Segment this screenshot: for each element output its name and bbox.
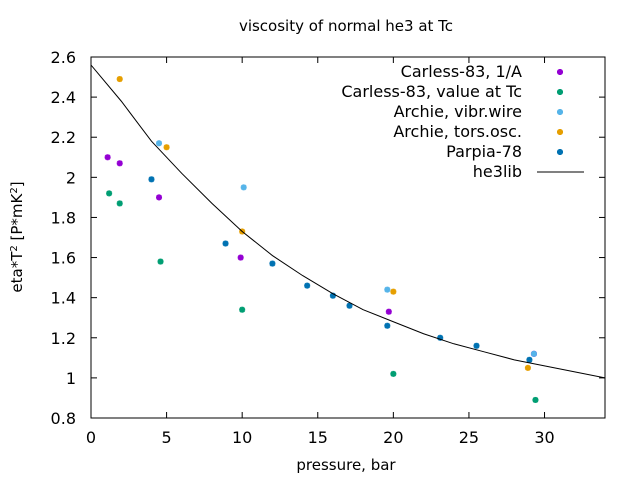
x-tick-label: 30 — [534, 428, 554, 447]
legend-swatch — [557, 109, 563, 115]
data-point — [269, 260, 276, 267]
data-point — [473, 342, 480, 349]
plot-area — [91, 64, 605, 403]
chart-title: viscosity of normal he3 at Tc — [239, 17, 453, 35]
legend-label: Parpia-78 — [446, 142, 522, 161]
data-point — [240, 184, 247, 191]
data-point — [239, 306, 246, 313]
y-tick-label: 1.4 — [51, 289, 76, 308]
x-axis-label: pressure, bar — [296, 456, 396, 474]
data-point — [384, 286, 391, 293]
series-5 — [91, 64, 605, 379]
x-tick-label: 0 — [86, 428, 96, 447]
data-point — [530, 350, 537, 357]
legend-label: he3lib — [473, 162, 522, 181]
y-tick-label: 1.6 — [51, 249, 76, 268]
legend-label: Carless-83, 1/A — [401, 62, 522, 81]
series-4 — [148, 176, 533, 363]
x-tick-label: 25 — [459, 428, 479, 447]
y-tick-label: 2.6 — [51, 48, 76, 67]
series-1 — [106, 190, 539, 403]
data-point — [148, 176, 155, 183]
y-axis-label-base: eta*T — [8, 251, 26, 293]
y-tick-label: 1 — [66, 369, 76, 388]
x-tick-label: 10 — [232, 428, 252, 447]
plot-frame — [90, 56, 606, 419]
data-point — [524, 364, 531, 371]
data-point — [163, 144, 170, 151]
data-point — [237, 254, 244, 261]
y-tick-label: 2.4 — [51, 88, 76, 107]
legend-entry: Archie, vibr.wire — [394, 102, 563, 121]
y-tick-label: 0.8 — [51, 409, 76, 428]
data-point — [116, 76, 123, 83]
y-tick-label: 1.8 — [51, 208, 76, 227]
data-point — [104, 154, 111, 161]
y-axis-label-sup2: 2 — [9, 187, 20, 193]
data-point — [385, 308, 392, 315]
data-point — [156, 140, 163, 147]
y-tick-label: 2.2 — [51, 128, 76, 147]
data-point — [157, 258, 164, 265]
data-point — [346, 302, 353, 309]
data-point — [390, 370, 397, 377]
y-axis-label: eta*T2 [P*mK2] — [8, 181, 26, 292]
x-tick-label: 5 — [161, 428, 171, 447]
data-point — [222, 240, 229, 247]
y-axis: 0.8 1 1.2 1.4 1.6 1.8 2 2.2 2.4 2.6 — [51, 48, 605, 428]
x-tick-label: 20 — [383, 428, 403, 447]
data-point — [532, 396, 539, 403]
series-0 — [104, 154, 537, 357]
legend-label: Carless-83, value at Tc — [341, 82, 522, 101]
legend-swatch — [557, 89, 563, 95]
legend-entry: Archie, tors.osc. — [393, 122, 563, 141]
data-point — [304, 282, 311, 289]
legend-entry: he3lib — [473, 162, 584, 181]
data-point — [116, 160, 123, 167]
series-2 — [156, 140, 537, 357]
series-line — [91, 64, 605, 379]
y-axis-label-mid: [P*mK — [8, 192, 26, 245]
legend-swatch — [557, 149, 563, 155]
data-point — [526, 356, 533, 363]
y-tick-label: 2 — [66, 168, 76, 187]
y-tick-label: 1.2 — [51, 329, 76, 348]
legend-entry: Parpia-78 — [446, 142, 563, 161]
legend-swatch — [557, 69, 563, 75]
legend-entry: Carless-83, value at Tc — [341, 82, 563, 101]
x-axis: 0 5 10 15 20 25 30 — [86, 57, 555, 447]
legend-swatch — [557, 129, 563, 135]
data-point — [390, 288, 397, 295]
y-axis-label-end: ] — [8, 181, 26, 187]
legend-label: Archie, tors.osc. — [393, 122, 522, 141]
data-point — [106, 190, 113, 197]
x-tick-label: 15 — [308, 428, 328, 447]
data-point — [156, 194, 163, 201]
data-point — [384, 322, 391, 329]
legend-label: Archie, vibr.wire — [394, 102, 522, 121]
legend-entry: Carless-83, 1/A — [401, 62, 563, 81]
y-axis-label-sup1: 2 — [9, 245, 20, 251]
data-point — [116, 200, 123, 207]
